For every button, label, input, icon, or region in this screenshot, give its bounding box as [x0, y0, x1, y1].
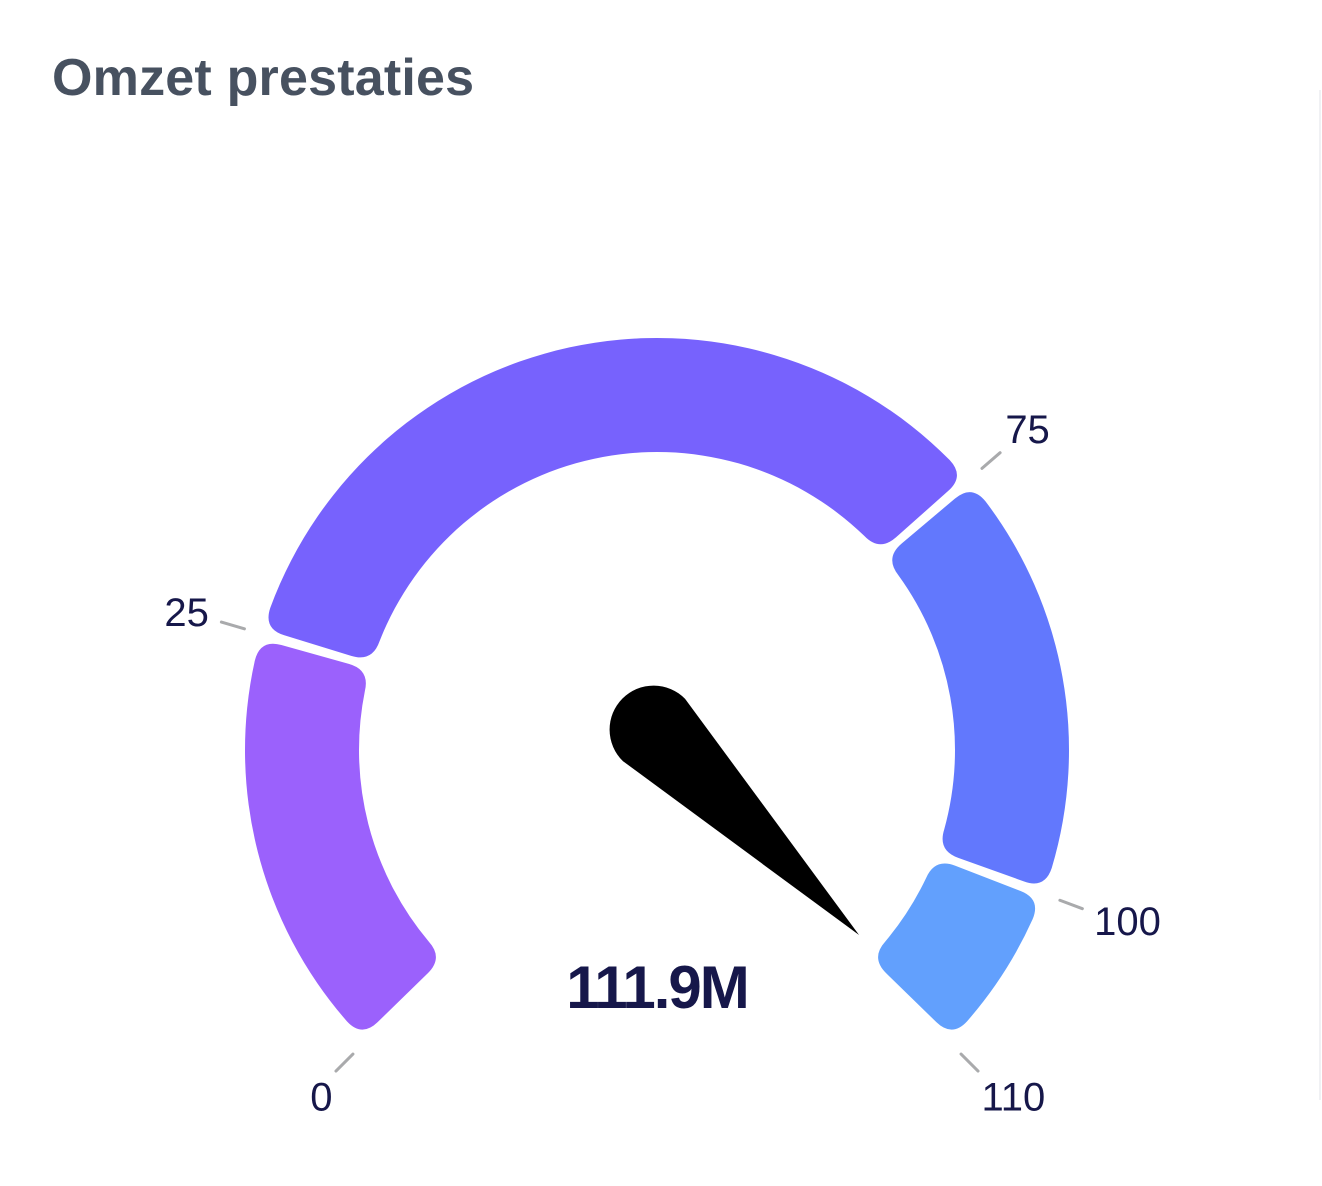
- gauge-ticks: 0 25 75 100 110: [164, 408, 1161, 1119]
- gauge-tick-mark-0: [334, 1052, 355, 1073]
- card-title: Omzet prestaties: [52, 49, 475, 107]
- card-divider: [1319, 90, 1321, 1100]
- gauge-needle: [609, 685, 860, 936]
- gauge-band-1: [268, 337, 957, 658]
- gauge-tick-label-2: 75: [1005, 408, 1050, 452]
- gauge-tick-mark-2: [980, 451, 1002, 470]
- gauge-band-0: [244, 643, 436, 1030]
- gauge-band-2: [892, 492, 1070, 884]
- gauge-tick-mark-4: [959, 1052, 980, 1073]
- gauge-value-label: 111.9M: [566, 954, 748, 1021]
- gauge-needle-layer: [609, 685, 860, 936]
- gauge-band-3: [878, 863, 1036, 1030]
- gauge-tick-label-1: 25: [164, 591, 209, 635]
- gauge-tick-label-0: 0: [310, 1075, 332, 1119]
- gauge-tick-label-3: 100: [1094, 900, 1161, 944]
- gauge-tick-mark-1: [219, 620, 246, 631]
- gauge-tick-mark-3: [1058, 898, 1084, 911]
- gauge-bands: [244, 337, 1070, 1030]
- gauge-tick-label-4: 110: [981, 1075, 1045, 1119]
